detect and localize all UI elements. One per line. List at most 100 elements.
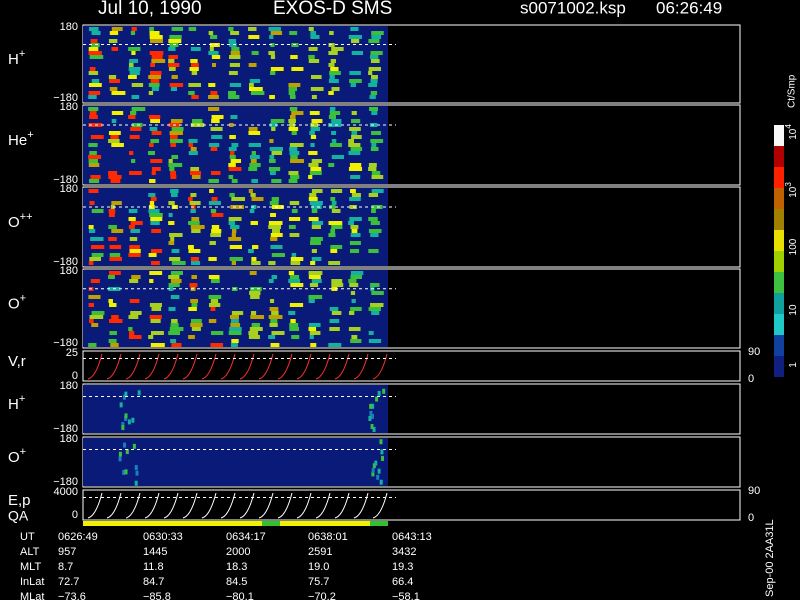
spectrogram-cell [228,175,234,179]
spectrogram-cell [210,299,219,303]
spectrogram-cell [108,75,117,79]
spectrogram-cell [289,123,295,127]
colorbar-label-exp: 4 [784,124,793,129]
spectrogram-cell [229,123,234,127]
trace [182,353,198,380]
spectrogram-cell [288,91,296,95]
spectrogram-cell [109,245,122,249]
spectrogram-cell [350,189,356,193]
spectrogram-cell [371,75,378,79]
spectrogram-cell [288,87,298,91]
spectrogram-cell [308,59,320,63]
spectrogram-cell [190,257,199,261]
spectrogram-cell [88,51,102,55]
spectrogram-cell [331,155,345,159]
spectrogram-cell [127,419,131,425]
spectrogram-cell [350,27,359,31]
spectrogram-cell [89,315,104,319]
spectrogram-cell [188,151,198,155]
spectrogram-cell [370,139,384,143]
spectrogram-cell [291,253,297,257]
spectrogram-cell [368,167,377,171]
spectrogram-cell [124,391,128,397]
spectrogram-cell [309,131,315,135]
spectrogram-cell [288,311,296,315]
spectrogram-cell [231,197,246,201]
spectrogram-cell [368,163,377,167]
spectrogram-cell [168,331,180,335]
footer-value: 84.5 [226,576,247,588]
spectrogram-cell [108,131,121,135]
spectrogram-cell [150,71,162,75]
spectrogram-cell [130,311,142,315]
spectrogram-cell [168,163,183,167]
axis-top-label: 180 [60,265,78,277]
spectrogram-cell [121,422,125,428]
footer-value: 19.3 [392,561,413,573]
spectrogram-cell [151,87,159,91]
spectrogram-cell [311,249,317,253]
spectrogram-cell [330,197,336,201]
spectrogram-cell [289,275,300,279]
spectrogram-cell [150,159,163,163]
spectrogram-cell [248,335,260,339]
spectrogram-cell [191,175,201,179]
spectrogram-cell [124,415,128,421]
spectrogram-cell [148,151,155,155]
trace [87,353,103,380]
footer-label: UT [20,531,35,543]
spectrogram-cell [210,127,223,131]
spectrogram-cell [111,47,119,51]
spectrogram-cell [88,143,98,147]
spectrogram-cell [310,261,316,265]
spectrogram-cell [289,147,298,151]
footer-value: 0643:13 [392,531,432,543]
spectrogram-cell [134,465,138,471]
spectrogram-cell [310,123,319,127]
spectrogram-cell [291,131,297,135]
spectrogram-cell [168,55,178,59]
spectrogram-cell [379,479,383,485]
spectrogram-cell [148,83,160,87]
spectrogram-cell [169,139,183,143]
spectrogram-cell [188,139,198,143]
spectrogram-cell [251,197,264,201]
spectrogram-cell [89,55,104,59]
spectrogram-cell [131,275,141,279]
spectrogram-cell [168,275,180,279]
spectrogram-cell [308,299,315,303]
spectrogram-cell [349,283,359,287]
spectrogram-cell [128,115,136,119]
spectrogram-cell [149,27,154,31]
spectrogram-cell [310,237,323,241]
right-axis-label: 0 [748,373,754,385]
spectrogram-cell [310,87,324,91]
spectrogram-cell [169,167,175,171]
spectrogram-cell [129,299,140,303]
spectrogram-cell [379,439,383,445]
spectrogram-cell [368,331,374,335]
spectrogram-cell [108,319,123,323]
spectrogram-cell [111,111,124,115]
spectrogram-cell [248,131,261,135]
spectrogram-cell [269,139,274,143]
spectrogram-cell [329,319,340,323]
spectrogram-cell [331,131,337,135]
spectrogram-cell [368,416,372,422]
spectrogram-cell [308,327,317,331]
spectrogram-cell [370,413,374,419]
spectrogram-cell [149,315,162,319]
spectrogram-cell [308,151,318,155]
spectrogram-cell [91,323,99,327]
spectrogram-cell [168,287,174,291]
spectrogram-cell [209,47,214,51]
spectrogram-cell [108,139,120,143]
spectrogram-cell [268,27,281,31]
trace [220,353,236,380]
spectrogram-cell [348,139,355,143]
spectrogram-cell [169,83,184,87]
spectrogram-cell [269,147,284,151]
spectrogram-cell [331,279,343,283]
spectrogram-cell [168,201,175,205]
spectrogram-cell [149,179,156,183]
